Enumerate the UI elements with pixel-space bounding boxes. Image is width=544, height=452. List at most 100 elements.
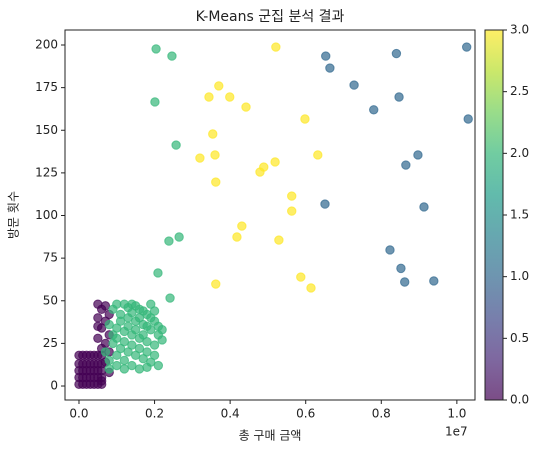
x-tick-label: 0.2 <box>145 407 164 421</box>
point <box>142 321 152 332</box>
point <box>232 232 242 242</box>
point <box>127 360 137 371</box>
point <box>130 325 141 335</box>
point <box>142 347 152 357</box>
point <box>413 150 423 160</box>
colorbar-tick-label: 0.0 <box>510 393 529 407</box>
plot-frame <box>64 29 476 401</box>
point <box>287 206 297 216</box>
point <box>93 321 103 332</box>
point <box>104 319 114 330</box>
colorbar-tick-label: 1.0 <box>510 269 529 283</box>
point <box>134 343 145 354</box>
chart-title: K-Means 군집 분석 결과 <box>196 9 345 25</box>
point <box>112 360 122 371</box>
point <box>119 355 130 366</box>
point <box>167 51 177 61</box>
point <box>394 92 404 102</box>
point <box>153 268 163 278</box>
x-axis-label: 총 구매 금액 <box>239 429 302 443</box>
point <box>270 157 280 167</box>
point <box>195 153 205 163</box>
point <box>153 360 164 371</box>
point <box>429 276 439 286</box>
point <box>241 102 251 112</box>
x-tick-label: 0.0 <box>69 407 88 421</box>
point <box>171 140 181 150</box>
x-tick-label: 0.4 <box>221 407 240 421</box>
y-tick-label: 25 <box>43 336 58 350</box>
point <box>208 129 218 139</box>
x-tick-label: 1.0 <box>447 407 466 421</box>
y-tick-label: 50 <box>43 293 58 307</box>
y-tick-label: 100 <box>35 208 58 222</box>
colorbar-tick-label: 2.5 <box>510 84 529 98</box>
point <box>127 340 137 350</box>
point <box>104 364 114 374</box>
point <box>237 221 247 231</box>
point <box>225 92 235 102</box>
x-tick-label: 0.6 <box>296 407 315 421</box>
point <box>108 330 118 340</box>
colorbar-tick-label: 1.5 <box>510 208 529 222</box>
point <box>142 362 152 372</box>
point <box>138 330 148 340</box>
point <box>151 44 161 54</box>
point <box>204 92 214 102</box>
point <box>211 279 221 289</box>
point <box>149 350 160 361</box>
point <box>134 364 145 374</box>
point <box>119 336 130 347</box>
point <box>396 263 406 274</box>
point <box>287 191 297 201</box>
point <box>419 202 429 212</box>
x-tick-label: 0.8 <box>372 407 391 421</box>
y-tick-label: 125 <box>35 165 58 179</box>
point <box>320 199 330 209</box>
point <box>96 376 107 386</box>
point <box>149 340 160 350</box>
point <box>255 167 265 177</box>
point <box>104 355 114 366</box>
x-offset-label: 1e7 <box>445 425 468 439</box>
point <box>461 42 472 52</box>
colorbar-tick-label: 0.5 <box>510 331 529 345</box>
colorbar-tick-label: 3.0 <box>510 23 529 37</box>
point <box>134 313 145 323</box>
y-tick-label: 150 <box>35 123 58 137</box>
point <box>150 97 160 107</box>
point <box>115 316 126 326</box>
point <box>385 245 395 255</box>
y-axis-label: 방문 횟수 <box>7 191 21 239</box>
y-tick-label: 75 <box>43 251 58 265</box>
colorbar-tick-label: 2.0 <box>510 146 529 160</box>
point <box>100 347 111 357</box>
point <box>164 236 174 246</box>
point <box>313 150 323 160</box>
point <box>401 160 411 170</box>
point <box>157 335 167 345</box>
point <box>274 235 284 245</box>
point <box>165 293 175 303</box>
point <box>271 42 281 52</box>
point <box>325 63 335 73</box>
point <box>369 105 379 115</box>
y-tick-label: 175 <box>35 80 58 94</box>
point <box>349 80 359 90</box>
point <box>463 114 473 124</box>
point <box>149 306 160 316</box>
point <box>157 325 167 335</box>
y-tick-label: 200 <box>35 38 58 52</box>
point <box>112 350 122 361</box>
point <box>296 272 306 282</box>
point <box>400 277 410 287</box>
point <box>391 48 402 59</box>
y-tick-label: 0 <box>50 379 58 393</box>
colorbar <box>484 29 504 401</box>
point <box>211 177 221 187</box>
point <box>100 301 111 311</box>
point <box>214 81 224 91</box>
point <box>306 283 316 293</box>
point <box>300 114 310 124</box>
